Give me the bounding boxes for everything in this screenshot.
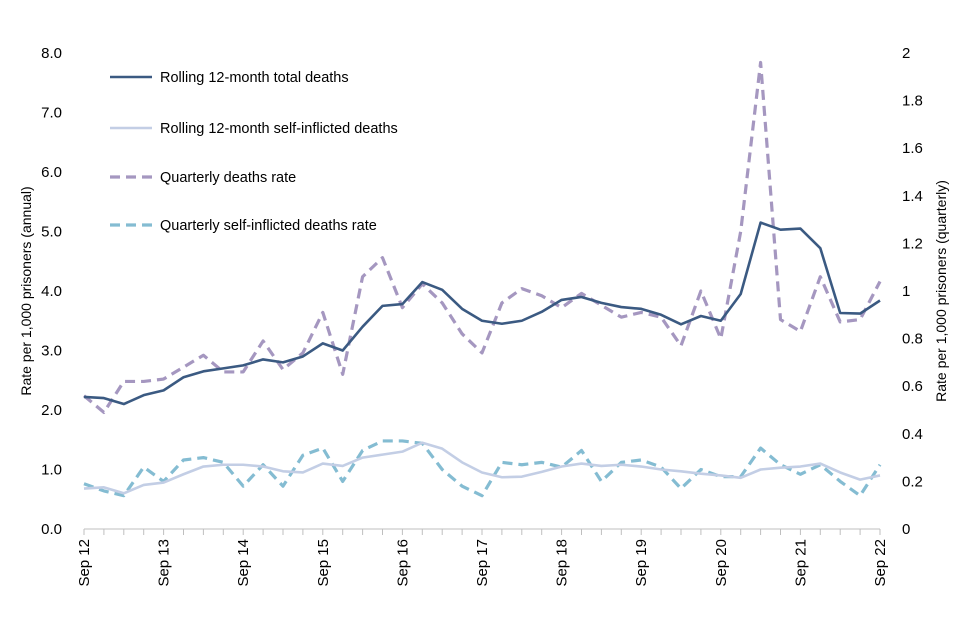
x-tick-label: Sep 15: [315, 539, 332, 587]
x-tick-label: Sep 20: [713, 539, 730, 587]
y-tick-label-right: 1.8: [902, 93, 923, 110]
x-tick-label: Sep 22: [872, 539, 889, 587]
legend-label: Rolling 12-month total deaths: [160, 70, 349, 86]
y-tick-label-left: 8.0: [41, 45, 62, 62]
y-tick-label-left: 2.0: [41, 402, 62, 419]
y-tick-label-right: 0.2: [902, 473, 923, 490]
y-tick-label-left: 4.0: [41, 283, 62, 300]
y-tick-label-left: 7.0: [41, 105, 62, 122]
y-axis-title-left: Rate per 1,000 prisoners (annual): [18, 186, 34, 395]
legend-label: Rolling 12-month self-inflicted deaths: [160, 121, 398, 137]
y-tick-label-right: 0: [902, 521, 910, 538]
y-tick-label-right: 1.6: [902, 140, 923, 157]
x-tick-label: Sep 13: [156, 539, 173, 587]
x-tick-label: Sep 14: [235, 539, 252, 587]
y-tick-label-left: 6.0: [41, 164, 62, 181]
y-tick-label-left: 1.0: [41, 462, 62, 479]
y-tick-label-right: 1: [902, 283, 910, 300]
y-tick-label-right: 1.4: [902, 188, 923, 205]
x-tick-label: Sep 16: [394, 539, 411, 587]
y-tick-label-left: 0.0: [41, 521, 62, 538]
y-tick-label-left: 5.0: [41, 224, 62, 241]
legend-label: Quarterly deaths rate: [160, 170, 296, 186]
y-tick-label-right: 0.8: [902, 331, 923, 348]
x-tick-label: Sep 17: [474, 539, 491, 587]
y-tick-label-left: 3.0: [41, 343, 62, 360]
x-tick-label: Sep 21: [792, 539, 809, 587]
series-line-1: [83, 441, 881, 495]
series-line-0: [83, 221, 881, 406]
x-tick-label: Sep 18: [554, 539, 571, 587]
y-tick-label-right: 0.4: [902, 426, 923, 443]
axes: 0.0 1.0 2.0 3.0 4.0 5.0 6.0 7.0 8.0 0 0.2 0.4 0.6 0.8…: [18, 45, 949, 587]
y-axis-title-right: Rate per 1,000 prisoners (quarterly): [933, 180, 949, 402]
legend-label: Quarterly self-inflicted deaths rate: [160, 218, 377, 234]
x-tick-label: Sep 12: [76, 539, 93, 587]
y-tick-label-right: 1.2: [902, 235, 923, 252]
series-line-3: [83, 439, 882, 498]
x-tick-label: Sep 19: [633, 539, 650, 587]
legend: Rolling 12-month total deaths Rolling 12-…: [110, 70, 398, 234]
y-tick-label-right: 2: [902, 45, 910, 62]
series-line-2: [82, 60, 882, 414]
y-tick-label-right: 0.6: [902, 378, 923, 395]
series-lines: [82, 60, 882, 498]
